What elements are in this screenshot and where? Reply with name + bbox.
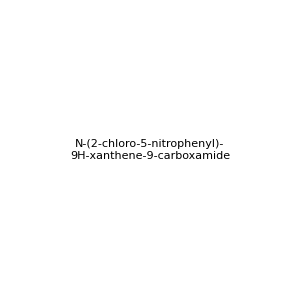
Text: N-(2-chloro-5-nitrophenyl)-
9H-xanthene-9-carboxamide: N-(2-chloro-5-nitrophenyl)- 9H-xanthene-… [70, 139, 230, 161]
